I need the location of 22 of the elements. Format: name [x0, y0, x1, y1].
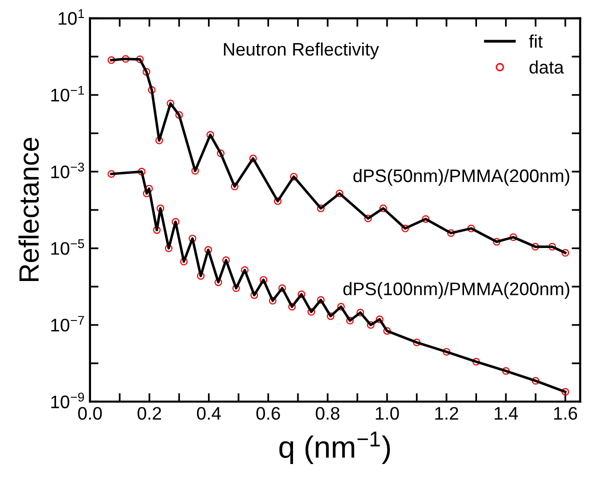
y-tick-label: 10$^{−9}$: [51, 392, 84, 408]
annotation: dPS(50nm)/PMMA(200nm): [353, 168, 570, 186]
x-tick-label: 1.0: [376, 406, 399, 420]
y-tick-label: 10$^{−7}$: [51, 316, 84, 332]
annotation: dPS(100nm)/PMMA(200nm): [343, 282, 570, 299]
x-tick-label: 0.0: [78, 406, 102, 420]
x-tick-label: 1.4: [494, 407, 518, 420]
x-tick-label: 1.2: [435, 406, 458, 420]
annotation: Neutron Reflectivity: [224, 42, 379, 60]
legend-label: data: [530, 60, 564, 74]
x-tick-label: 0.4: [196, 406, 221, 420]
x-axis-title: q (nm$^{−1}$): [279, 432, 390, 464]
x-tick-label: 0.8: [316, 406, 340, 420]
x-tick-label: 0.6: [256, 406, 280, 420]
x-tick-label: 1.6: [554, 406, 578, 420]
y-tick-label: 10$^{1}$: [58, 9, 84, 25]
x-tick-label: 0.2: [138, 406, 162, 420]
y-tick-label: 10$^{−1}$: [51, 86, 84, 102]
legend-label: fit: [529, 34, 543, 48]
y-tick-label: 10$^{−3}$: [51, 162, 84, 178]
y-tick-label: 10$^{−5}$: [51, 239, 84, 255]
y-axis-title: Reflectance: [18, 138, 39, 282]
